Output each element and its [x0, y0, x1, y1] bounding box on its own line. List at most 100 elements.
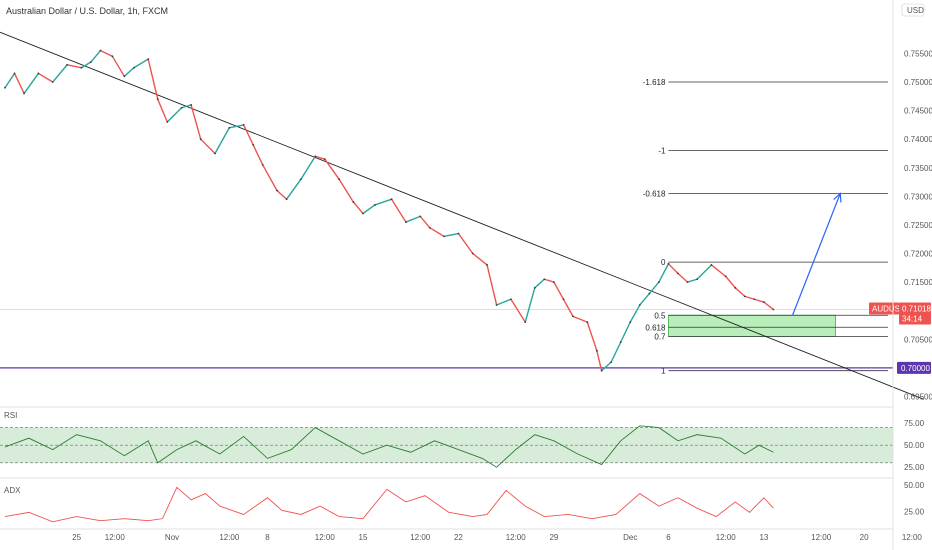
price-point	[586, 321, 589, 324]
price-segment	[677, 273, 689, 283]
price-segment	[710, 264, 727, 277]
price-segment	[276, 190, 288, 200]
price-point	[80, 66, 83, 69]
price-point	[471, 252, 474, 255]
symbol-tag	[869, 302, 899, 315]
currency-label: USD	[901, 3, 925, 17]
price-segment	[572, 315, 588, 323]
price-tick-label: 0.74000	[904, 135, 932, 144]
price-segment	[52, 64, 68, 83]
price-point	[619, 341, 622, 344]
last-price-tag	[899, 302, 931, 325]
time-tick-label: 8	[265, 533, 270, 542]
time-tick-label: 15	[359, 533, 368, 542]
time-tick-label: 12:00	[105, 533, 126, 542]
price-point	[710, 264, 713, 266]
price-point	[724, 275, 727, 278]
currency-text: USD	[907, 6, 924, 15]
price-segment	[252, 144, 264, 166]
price-point	[533, 286, 536, 289]
price-segment	[181, 104, 192, 109]
price-segment	[315, 155, 325, 160]
price-segment	[648, 281, 660, 294]
price-point	[362, 212, 364, 215]
price-segment	[13, 73, 25, 94]
price-point	[37, 72, 40, 75]
price-point	[300, 178, 302, 181]
projection-arrow-head	[833, 192, 842, 203]
price-tick-label: 0.69500	[904, 392, 932, 401]
fib-level-label: 0.5	[654, 311, 666, 320]
price-point	[763, 301, 765, 304]
price-point	[457, 232, 460, 235]
last-price-text: 0.71018	[902, 305, 931, 314]
price-segment	[429, 227, 445, 237]
price-point	[190, 103, 193, 106]
price-segment	[90, 50, 101, 63]
price-segment	[81, 61, 92, 69]
price-segment	[66, 64, 82, 69]
price-segment	[405, 215, 421, 223]
adx-label: ADX	[4, 486, 21, 495]
price-point	[419, 215, 422, 218]
support-price-text: 0.70000	[901, 364, 930, 373]
price-segment	[534, 278, 545, 289]
price-segment	[229, 124, 244, 129]
rsi-pane: RSI 75.00 50.00 25.00	[0, 411, 925, 472]
price-segment	[457, 233, 474, 254]
price-point	[405, 221, 407, 223]
time-tick-label: 12:00	[506, 533, 527, 542]
price-segment	[214, 127, 230, 154]
price-segment	[763, 301, 774, 311]
price-tick-label: 0.74500	[904, 107, 932, 116]
price-point	[486, 264, 488, 266]
price-segment	[734, 287, 746, 297]
time-tick-label: 6	[666, 533, 671, 542]
price-segment	[111, 55, 125, 77]
fib-level-label: 0.7	[654, 332, 666, 341]
price-point	[66, 63, 68, 66]
price-point	[648, 292, 651, 295]
price-point	[352, 201, 355, 203]
price-segment	[496, 298, 512, 306]
price-tick-label: 0.73000	[904, 192, 932, 201]
price-segment	[157, 98, 168, 123]
rsi-tick-label: 50.00	[904, 441, 925, 450]
price-segment	[4, 73, 16, 89]
price-point	[99, 49, 102, 52]
price-segment	[667, 263, 679, 275]
price-segment	[23, 73, 39, 94]
price-segment	[123, 67, 135, 77]
adx-pane: ADX 50.00 25.00	[4, 481, 925, 523]
price-tick-label: 0.75500	[904, 49, 932, 58]
fib-level-label: 0.618	[645, 323, 666, 332]
countdown-text: 34:14	[902, 315, 923, 324]
price-segment	[133, 58, 149, 69]
support-zone	[668, 314, 836, 337]
time-tick-label: 12:00	[811, 533, 832, 542]
rsi-label: RSI	[4, 411, 17, 420]
price-point	[543, 278, 546, 281]
price-point	[314, 155, 317, 158]
price-point	[228, 126, 231, 129]
price-segment	[510, 298, 526, 323]
price-point	[147, 58, 150, 61]
price-segment	[658, 263, 670, 283]
price-segment	[262, 164, 278, 191]
price-segment	[200, 138, 216, 154]
rsi-tick-label: 75.00	[904, 419, 925, 428]
price-segment	[725, 275, 736, 289]
time-tick-label: 13	[759, 533, 768, 542]
price-point	[23, 92, 25, 95]
price-point	[338, 178, 341, 181]
trendline	[0, 31, 924, 400]
price-tick-label: 0.70500	[904, 335, 932, 344]
price-point	[51, 81, 54, 83]
price-point	[323, 158, 326, 161]
price-segment	[639, 293, 650, 306]
time-tick-label: Dec	[623, 533, 637, 542]
adx-line	[4, 486, 774, 523]
